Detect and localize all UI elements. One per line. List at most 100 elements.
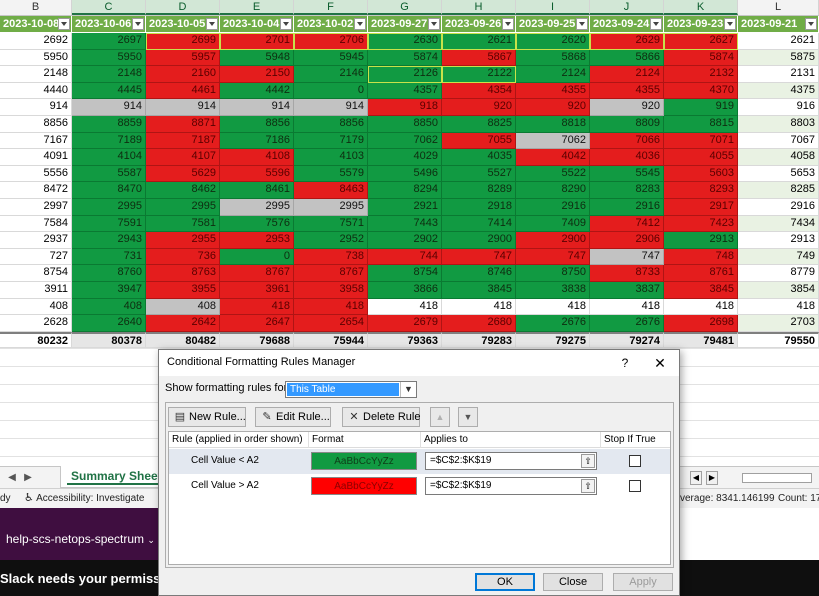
table-cell[interactable]: 738	[294, 248, 368, 266]
table-cell[interactable]: 8760	[72, 265, 146, 282]
table-cell[interactable]: 8779	[738, 265, 819, 282]
table-cell[interactable]: 2132	[664, 66, 738, 83]
table-cell[interactable]: 418	[368, 298, 442, 316]
table-cell[interactable]: 7071	[664, 132, 738, 150]
table-header-cell[interactable]: 2023-10-02	[294, 16, 368, 32]
table-header-cell[interactable]: 2023-10-06	[72, 16, 146, 32]
table-cell[interactable]: 2621	[442, 33, 516, 50]
scroll-left-icon[interactable]: ◀	[690, 471, 702, 485]
table-cell[interactable]: 8746	[442, 265, 516, 282]
tab-summary-sheet[interactable]: Summary Sheet	[60, 466, 173, 488]
column-letter-l[interactable]: L	[738, 0, 819, 15]
table-cell[interactable]: 2627	[664, 33, 738, 50]
table-cell[interactable]: 8283	[590, 182, 664, 199]
table-cell[interactable]: 8293	[664, 182, 738, 199]
table-cell[interactable]: 3911	[0, 282, 72, 299]
table-cell[interactable]: 914	[220, 99, 294, 116]
filter-dropdown-icon[interactable]	[132, 18, 144, 30]
table-cell[interactable]: 2921	[368, 199, 442, 216]
total-cell[interactable]: 79550	[738, 332, 819, 348]
table-cell[interactable]: 3854	[738, 282, 819, 299]
filter-dropdown-icon[interactable]	[428, 18, 440, 30]
table-cell[interactable]: 8289	[442, 182, 516, 199]
table-cell[interactable]: 2997	[0, 199, 72, 216]
table-cell[interactable]: 2995	[220, 199, 294, 216]
table-cell[interactable]: 5603	[664, 165, 738, 183]
table-cell[interactable]: 2647	[220, 315, 294, 332]
table-cell[interactable]: 5945	[294, 49, 368, 67]
table-cell[interactable]: 2703	[738, 315, 819, 332]
applies-to-field[interactable]: =$C$2:$K$19 ⇧	[425, 477, 597, 495]
total-cell[interactable]: 79274	[590, 332, 664, 348]
total-cell[interactable]: 80378	[72, 332, 146, 348]
table-cell[interactable]: 2916	[590, 199, 664, 216]
total-cell[interactable]: 80232	[0, 332, 72, 348]
table-cell[interactable]: 919	[664, 99, 738, 116]
table-cell[interactable]: 8733	[590, 265, 664, 282]
table-cell[interactable]: 7187	[146, 132, 220, 150]
table-cell[interactable]: 747	[442, 248, 516, 266]
table-cell[interactable]: 4354	[442, 82, 516, 100]
table-cell[interactable]: 2918	[442, 199, 516, 216]
table-cell[interactable]: 4461	[146, 82, 220, 100]
table-cell[interactable]: 5527	[442, 165, 516, 183]
table-cell[interactable]: 747	[516, 248, 590, 266]
table-cell[interactable]: 7591	[72, 215, 146, 233]
table-cell[interactable]: 7584	[0, 215, 72, 233]
table-cell[interactable]: 8815	[664, 116, 738, 133]
table-cell[interactable]: 3961	[220, 282, 294, 299]
edit-rule-button[interactable]: ✎ Edit Rule...	[255, 407, 331, 427]
table-cell[interactable]: 5874	[368, 49, 442, 67]
show-rules-select[interactable]: This Table ▼	[285, 381, 417, 398]
filter-dropdown-icon[interactable]	[724, 18, 736, 30]
stop-if-true-checkbox[interactable]	[629, 455, 641, 467]
table-cell[interactable]: 4108	[220, 149, 294, 166]
table-cell[interactable]: 5957	[146, 49, 220, 67]
range-picker-icon[interactable]: ⇧	[581, 479, 595, 493]
table-cell[interactable]: 2995	[294, 199, 368, 216]
table-header-cell[interactable]: 2023-09-23	[664, 16, 738, 32]
table-cell[interactable]: 7414	[442, 215, 516, 233]
table-cell[interactable]: 2150	[220, 66, 294, 83]
horizontal-scrollbar[interactable]: ◀ ▶	[690, 471, 819, 485]
table-cell[interactable]: 5587	[72, 165, 146, 183]
filter-dropdown-icon[interactable]	[354, 18, 366, 30]
total-cell[interactable]: 80482	[146, 332, 220, 348]
table-cell[interactable]: 918	[368, 99, 442, 116]
table-cell[interactable]: 408	[72, 298, 146, 316]
table-cell[interactable]: 5950	[0, 49, 72, 67]
table-cell[interactable]: 7412	[590, 215, 664, 233]
table-cell[interactable]: 7576	[220, 215, 294, 233]
table-cell[interactable]: 2676	[590, 315, 664, 332]
table-cell[interactable]: 4375	[738, 82, 819, 100]
filter-dropdown-icon[interactable]	[650, 18, 662, 30]
table-cell[interactable]: 8285	[738, 182, 819, 199]
table-cell[interactable]: 5950	[72, 49, 146, 67]
accessibility-status[interactable]: ♿︎ Accessibility: Investigate	[24, 489, 145, 508]
column-letter-c[interactable]: C	[72, 0, 146, 15]
dialog-title-bar[interactable]: Conditional Formatting Rules Manager ? ✕	[159, 350, 679, 376]
table-cell[interactable]: 2148	[72, 66, 146, 83]
table-cell[interactable]: 408	[0, 298, 72, 316]
table-header-cell[interactable]: 2023-09-24	[590, 16, 664, 32]
table-cell[interactable]: 7067	[738, 132, 819, 150]
table-cell[interactable]: 2131	[738, 66, 819, 83]
move-down-icon[interactable]: ▼	[458, 407, 478, 427]
table-cell[interactable]: 0	[220, 248, 294, 266]
table-cell[interactable]: 2146	[294, 66, 368, 83]
table-cell[interactable]: 5596	[220, 165, 294, 183]
column-letter-k[interactable]: K	[664, 0, 738, 15]
table-cell[interactable]: 2122	[442, 66, 516, 83]
table-cell[interactable]: 7055	[442, 132, 516, 150]
table-cell[interactable]: 418	[590, 298, 664, 316]
move-up-icon[interactable]: ▲	[430, 407, 450, 427]
table-cell[interactable]: 4107	[146, 149, 220, 166]
table-cell[interactable]: 418	[294, 298, 368, 316]
scroll-right-icon[interactable]: ▶	[706, 471, 718, 485]
filter-dropdown-icon[interactable]	[502, 18, 514, 30]
table-cell[interactable]: 2697	[72, 33, 146, 50]
table-cell[interactable]: 4042	[516, 149, 590, 166]
table-cell[interactable]: 3845	[442, 282, 516, 299]
table-cell[interactable]: 2642	[146, 315, 220, 332]
table-cell[interactable]: 2916	[738, 199, 819, 216]
